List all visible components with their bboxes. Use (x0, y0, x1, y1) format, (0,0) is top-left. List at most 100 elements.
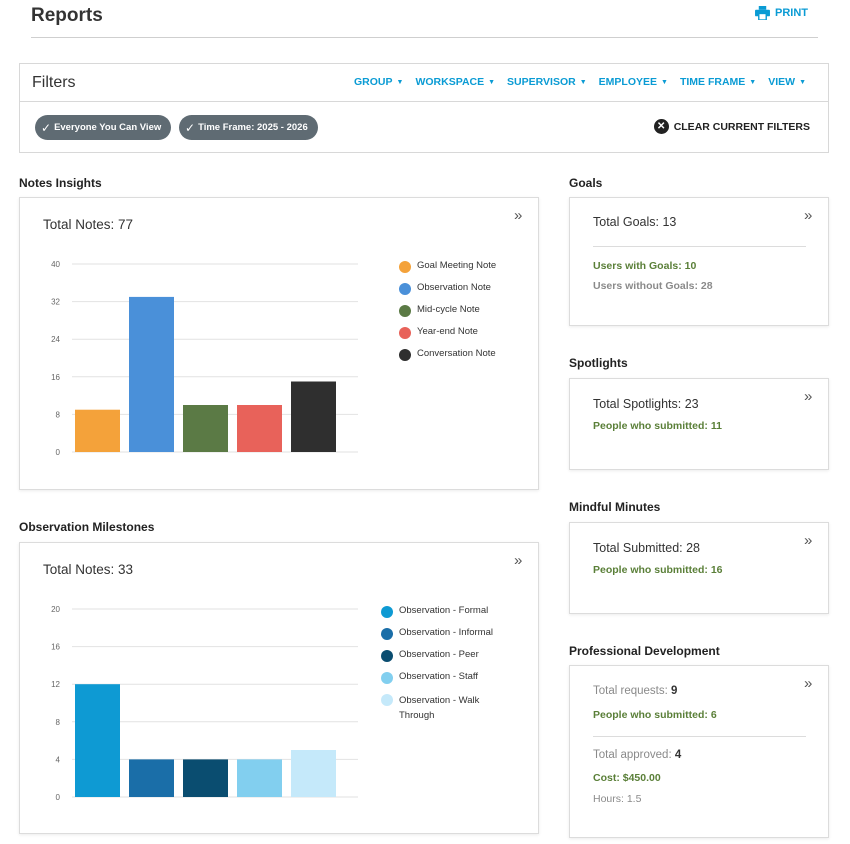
caret-down-icon: ▼ (661, 79, 668, 86)
filter-supervisor-dropdown[interactable]: SUPERVISOR ▼ (507, 76, 587, 88)
expand-icon[interactable]: » (804, 532, 813, 549)
notes-bar-3[interactable] (183, 405, 228, 452)
clear-filters-button[interactable]: ✕ CLEAR CURRENT FILTERS (653, 119, 810, 134)
filter-chip-timeframe[interactable]: ✓ Time Frame: 2025 - 2026 (179, 115, 318, 140)
y-tick-label: 40 (51, 260, 60, 269)
observation-bar-2[interactable] (129, 759, 174, 797)
mindful-minutes-title: Mindful Minutes (569, 500, 661, 514)
legend-item[interactable]: Observation - Staff (381, 671, 499, 693)
goals-card: Total Goals: 13 » Users with Goals: 10 U… (569, 197, 829, 326)
observation-total: Total Notes: 33 (43, 562, 134, 577)
observation-bar-chart: 0 4 8 12 16 20 (51, 605, 358, 801)
y-tick-label: 24 (51, 335, 60, 344)
observation-bar-4[interactable] (237, 759, 282, 797)
pd-requests: Total requests: 9 (593, 685, 678, 697)
professional-development-card: Total requests: 9 » People who submitted… (569, 665, 829, 838)
legend-swatch (399, 327, 411, 339)
legend-swatch (381, 694, 393, 706)
pd-submitted: People who submitted: 6 (593, 709, 717, 721)
mindful-submitted: People who submitted: 16 (593, 564, 723, 576)
caret-down-icon: ▼ (579, 79, 587, 86)
legend-item[interactable]: Mid-cycle Note (399, 304, 496, 326)
legend-item[interactable]: Observation - Formal (381, 605, 499, 627)
notes-bar-2[interactable] (129, 296, 174, 452)
card-divider (593, 736, 806, 737)
legend-swatch (399, 283, 411, 295)
filter-employee-dropdown[interactable]: EMPLOYEE ▼ (598, 76, 668, 88)
check-icon: ✓ (185, 120, 196, 135)
y-tick-label: 8 (56, 718, 61, 727)
notes-chart-legend: Goal Meeting Note Observation Note Mid-cyc… (399, 260, 496, 370)
filter-timeframe-dropdown[interactable]: TIME FRAME ▼ (679, 76, 757, 88)
legend-label: Year-end Note (417, 326, 478, 337)
notes-bar-4[interactable] (237, 405, 282, 452)
professional-development-title: Professional Development (569, 644, 720, 658)
spotlights-total: Total Spotlights: 23 (593, 397, 699, 411)
y-tick-label: 16 (51, 373, 60, 382)
y-tick-label: 0 (56, 448, 61, 456)
legend-swatch (399, 305, 411, 317)
filter-view-dropdown[interactable]: VIEW ▼ (768, 76, 806, 88)
spotlights-submitted: People who submitted: 11 (593, 420, 722, 432)
legend-label: Goal Meeting Note (417, 260, 497, 271)
observation-chart-legend: Observation - Formal Observation - Inform… (381, 605, 499, 729)
legend-label: Mid-cycle Note (417, 304, 480, 315)
observation-bar-5[interactable] (291, 750, 336, 797)
legend-item[interactable]: Observation - Walk Through (381, 693, 499, 729)
filters-title: Filters (32, 74, 76, 91)
legend-item[interactable]: Year-end Note (399, 326, 496, 348)
chip-label: Everyone You Can View (54, 122, 162, 133)
filter-menu-bar: GROUP ▼ WORKSPACE ▼ SUPERVISOR ▼ EMPLOYEE ▼ … (354, 76, 806, 88)
print-button[interactable]: PRINT (755, 6, 808, 20)
legend-item[interactable]: Observation - Informal (381, 627, 499, 649)
expand-icon[interactable]: » (804, 207, 813, 224)
clear-filters-label: CLEAR CURRENT FILTERS (673, 120, 810, 133)
expand-icon[interactable]: » (804, 675, 813, 692)
notes-insights-card: Total Notes: 77 » 0 8 16 24 32 40 Goal Meetin… (19, 197, 539, 490)
expand-icon[interactable]: » (514, 207, 523, 224)
printer-icon (755, 6, 770, 20)
print-label: PRINT (775, 7, 808, 19)
legend-swatch (381, 650, 393, 662)
expand-icon[interactable]: » (804, 388, 813, 405)
legend-label: Observation - Formal (399, 605, 489, 616)
observation-bar-1[interactable] (75, 684, 120, 797)
caret-down-icon: ▼ (749, 79, 757, 86)
goals-title: Goals (569, 176, 603, 190)
chip-label: Time Frame: 2025 - 2026 (198, 122, 308, 133)
card-divider (593, 246, 806, 247)
notes-bar-chart: 0 8 16 24 32 40 (51, 260, 358, 456)
legend-label: Observation - Staff (399, 671, 479, 682)
filter-group-dropdown[interactable]: GROUP ▼ (354, 76, 404, 88)
legend-item[interactable]: Observation Note (399, 282, 496, 304)
notes-bar-5[interactable] (291, 381, 336, 453)
pd-hours: Hours: 1.5 (593, 793, 642, 805)
legend-swatch (381, 606, 393, 618)
observation-milestones-card: Total Notes: 33 » 0 4 8 12 16 20 Observation … (19, 542, 539, 834)
filter-chip-everyone[interactable]: ✓ Everyone You Can View (35, 115, 172, 140)
caret-down-icon: ▼ (799, 79, 806, 86)
close-circle-icon: ✕ (653, 119, 669, 134)
page-title: Reports (31, 5, 103, 26)
y-tick-label: 16 (51, 643, 60, 652)
y-tick-label: 8 (56, 410, 61, 419)
legend-label: Observation - Walk Through (399, 695, 480, 721)
check-icon: ✓ (41, 120, 52, 135)
legend-label: Conversation Note (417, 348, 496, 359)
users-with-goals: Users with Goals: 10 (593, 260, 697, 272)
legend-item[interactable]: Goal Meeting Note (399, 260, 496, 282)
legend-item[interactable]: Conversation Note (399, 348, 496, 370)
users-without-goals: Users without Goals: 28 (593, 280, 713, 292)
legend-item[interactable]: Observation - Peer (381, 649, 499, 671)
filter-workspace-dropdown[interactable]: WORKSPACE ▼ (415, 76, 496, 88)
legend-swatch (381, 672, 393, 684)
mindful-total: Total Submitted: 28 (593, 541, 701, 555)
expand-icon[interactable]: » (514, 552, 523, 569)
y-tick-label: 20 (51, 605, 60, 614)
legend-swatch (381, 628, 393, 640)
notes-total: Total Notes: 77 (43, 217, 134, 232)
observation-bar-3[interactable] (183, 759, 228, 797)
caret-down-icon: ▼ (488, 79, 496, 86)
notes-bar-1[interactable] (75, 409, 120, 452)
legend-label: Observation Note (417, 282, 491, 293)
